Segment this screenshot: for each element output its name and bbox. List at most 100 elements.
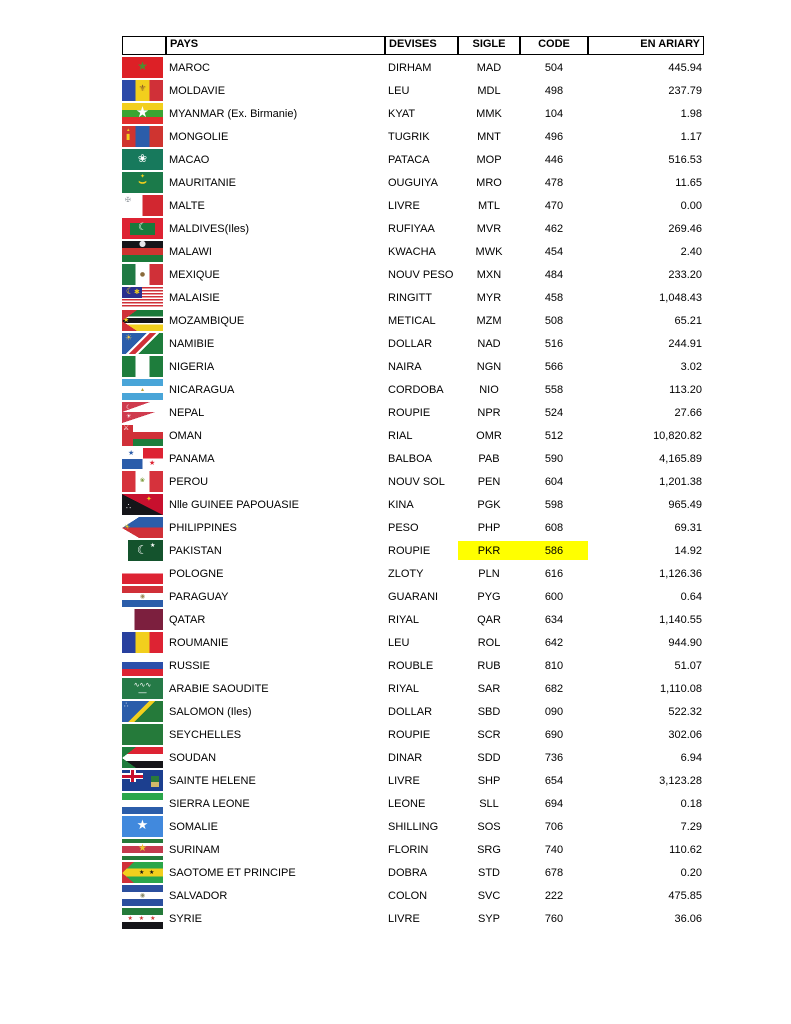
numeric-code-cell: 558 bbox=[544, 383, 564, 396]
rate-cell: 237.79 bbox=[668, 84, 702, 97]
currency-name-cell: RIYAL bbox=[388, 682, 419, 695]
country-flag-icon bbox=[122, 793, 163, 814]
flag-emblem-icon: ● bbox=[139, 241, 146, 248]
flag-emblem-icon: ❀ bbox=[137, 152, 148, 165]
flag-emblem-icon: ▮ bbox=[126, 132, 131, 141]
currency-code-cell: NAD bbox=[477, 337, 501, 350]
country-name-cell: MYANMAR (Ex. Birmanie) bbox=[169, 107, 298, 120]
rate-cell: 51.07 bbox=[674, 659, 702, 672]
country-name-cell: NICARAGUA bbox=[169, 383, 235, 396]
numeric-code-cell: 706 bbox=[544, 820, 564, 833]
country-flag-icon: ★ bbox=[122, 839, 163, 860]
currency-name-cell: OUGUIYA bbox=[388, 176, 438, 189]
rate-cell: 944.90 bbox=[668, 636, 702, 649]
country-name-cell: SAINTE HELENE bbox=[169, 774, 256, 787]
numeric-code-cell: 604 bbox=[544, 475, 564, 488]
rate-cell: 244.91 bbox=[668, 337, 702, 350]
table-row: POLOGNE ZLOTY PLN 616 1,126.36 bbox=[122, 562, 704, 585]
country-flag-icon: ★ ★ bbox=[122, 448, 163, 469]
rate-cell: 0.64 bbox=[680, 590, 702, 603]
flag-emblem-icon: ★ bbox=[149, 459, 156, 467]
flag-emblem-icon: ✦ bbox=[146, 495, 152, 503]
table-row: ✠ MALTE LIVRE MTL 470 0.00 bbox=[122, 194, 704, 217]
country-name-cell: Nlle GUINEE PAPOUASIE bbox=[169, 498, 299, 511]
table-row: ★ MYANMAR (Ex. Birmanie) KYAT MMK 104 1.… bbox=[122, 102, 704, 125]
country-name-cell: MALAWI bbox=[169, 245, 212, 258]
flag-emblem-icon: ☀ bbox=[125, 333, 133, 342]
table-row: ❀ PEROU NOUV SOL PEN 604 1,201.38 bbox=[122, 470, 704, 493]
flag-cell bbox=[122, 792, 166, 815]
currency-code-cell: SBD bbox=[477, 705, 501, 718]
country-name-cell: SURINAM bbox=[169, 843, 220, 856]
country-name-cell: SOMALIE bbox=[169, 820, 218, 833]
rate-cell: 69.31 bbox=[674, 521, 702, 534]
numeric-code-cell: 512 bbox=[544, 429, 564, 442]
flag-emblem-icon: ◉ bbox=[139, 593, 146, 600]
table-row: SOUDAN DINAR SDD 736 6.94 bbox=[122, 746, 704, 769]
rate-cell: 27.66 bbox=[674, 406, 702, 419]
country-flag-icon bbox=[122, 747, 163, 768]
flag-emblem-icon: ☀ bbox=[126, 413, 132, 420]
currency-name-cell: NOUV SOL bbox=[388, 475, 445, 488]
flag-cell bbox=[122, 746, 166, 769]
table-row: ∴ SALOMON (Iles) DOLLAR SBD 090 522.32 bbox=[122, 700, 704, 723]
numeric-code-cell: 740 bbox=[544, 843, 564, 856]
numeric-code-cell: 454 bbox=[544, 245, 564, 258]
flag-emblem-icon: ★ bbox=[138, 843, 147, 854]
currency-name-cell: ROUBLE bbox=[388, 659, 434, 672]
country-name-cell: MAURITANIE bbox=[169, 176, 237, 189]
country-flag-icon bbox=[122, 356, 163, 377]
country-name-cell: RUSSIE bbox=[169, 659, 210, 672]
code-cell-highlighted: 586 bbox=[520, 541, 588, 560]
sigle-cell-highlighted: PKR bbox=[458, 541, 520, 560]
country-flag-icon: ✠ bbox=[122, 195, 163, 216]
rate-cell: 2.40 bbox=[680, 245, 702, 258]
flag-emblem-icon: ★ bbox=[137, 59, 148, 73]
flag-cell: ☀ bbox=[122, 332, 166, 355]
flag-emblem-icon: ☀ bbox=[124, 523, 131, 531]
table-row: ☀ NAMIBIE DOLLAR NAD 516 244.91 bbox=[122, 332, 704, 355]
rate-cell: 3,123.28 bbox=[659, 774, 702, 787]
country-name-cell: MALAISIE bbox=[169, 291, 220, 304]
flag-cell: ⚔ bbox=[122, 424, 166, 447]
rate-cell: 0.00 bbox=[680, 199, 702, 212]
country-flag-icon: ❀ bbox=[122, 471, 163, 492]
rate-cell: 65.21 bbox=[674, 314, 702, 327]
numeric-code-cell: 496 bbox=[544, 130, 564, 143]
table-row: ❀ MACAO PATACA MOP 446 516.53 bbox=[122, 148, 704, 171]
country-name-cell: ARABIE SAOUDITE bbox=[169, 682, 269, 695]
rate-cell: 7.29 bbox=[680, 820, 702, 833]
table-row: ☾ MALDIVES(Iles) RUFIYAA MVR 462 269.46 bbox=[122, 217, 704, 240]
rate-cell: 36.06 bbox=[674, 912, 702, 925]
currency-name-cell: ROUPIE bbox=[388, 406, 431, 419]
country-name-cell: NAMIBIE bbox=[169, 337, 215, 350]
currency-name-cell: KYAT bbox=[388, 107, 416, 120]
flag-cell: ☾ ☀ bbox=[122, 401, 166, 424]
flag-emblem-icon: ● bbox=[139, 271, 146, 278]
currency-code-cell: PYG bbox=[477, 590, 501, 603]
flag-cell: ▮ ▴ bbox=[122, 125, 166, 148]
flag-emblem-icon: ★ bbox=[128, 449, 135, 457]
country-name-cell: SALVADOR bbox=[169, 889, 228, 902]
currency-name-cell: RIYAL bbox=[388, 613, 419, 626]
numeric-code-cell: 508 bbox=[544, 314, 564, 327]
currency-name-cell: FLORIN bbox=[388, 843, 429, 856]
rate-cell: 269.46 bbox=[668, 222, 702, 235]
currency-code-cell: PLN bbox=[478, 567, 500, 580]
flag-emblem-icon: ★ bbox=[139, 869, 145, 876]
flag-cell: ∿∿∿ — bbox=[122, 677, 166, 700]
rate-cell: 1,048.43 bbox=[659, 291, 702, 304]
table-row: ☾ ☀ NEPAL ROUPIE NPR 524 27.66 bbox=[122, 401, 704, 424]
currency-code-cell: MNT bbox=[477, 130, 501, 143]
header-devises: DEVISES bbox=[385, 36, 458, 55]
rate-cell: 522.32 bbox=[668, 705, 702, 718]
flag-cell bbox=[122, 355, 166, 378]
currency-code-cell: MAD bbox=[476, 61, 502, 74]
numeric-code-cell: 478 bbox=[544, 176, 564, 189]
flag-cell: ★ ★ ★ bbox=[122, 907, 166, 930]
currency-name-cell: LEONE bbox=[388, 797, 426, 810]
flag-cell bbox=[122, 654, 166, 677]
country-flag-icon: ⚔ bbox=[122, 425, 163, 446]
country-flag-icon: ◉ bbox=[122, 586, 163, 607]
country-flag-icon bbox=[122, 609, 163, 630]
